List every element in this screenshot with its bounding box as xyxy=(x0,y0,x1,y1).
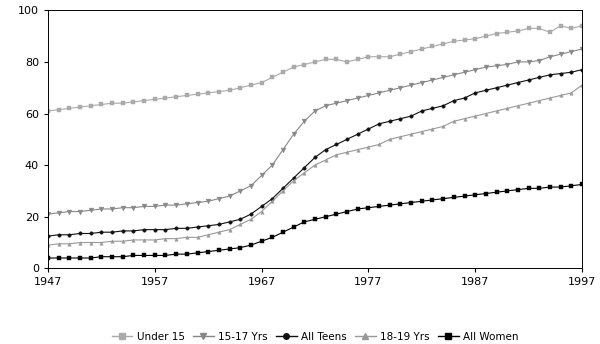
Legend: Under 15, 15-17 Yrs, All Teens, 18-19 Yrs, All Women: Under 15, 15-17 Yrs, All Teens, 18-19 Yr… xyxy=(107,327,523,344)
